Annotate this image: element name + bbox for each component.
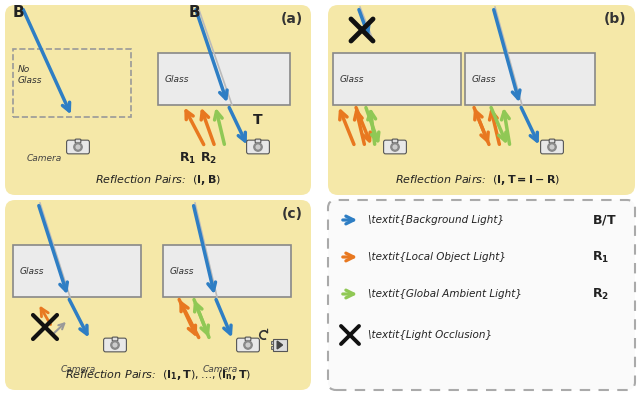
Circle shape xyxy=(390,143,399,151)
Circle shape xyxy=(244,341,252,349)
Text: Glass: Glass xyxy=(20,267,45,275)
FancyBboxPatch shape xyxy=(112,337,118,341)
Text: \textit{Local Object Light}: \textit{Local Object Light} xyxy=(368,252,506,262)
Circle shape xyxy=(245,342,251,348)
FancyBboxPatch shape xyxy=(237,338,259,352)
Text: \textit{Global Ambient Light}: \textit{Global Ambient Light} xyxy=(368,289,522,299)
FancyBboxPatch shape xyxy=(246,140,269,154)
Circle shape xyxy=(74,143,83,151)
Text: Reflection Pairs:  $(\mathbf{I_1, T}), \ldots, (\mathbf{I_n, T})$: Reflection Pairs: $(\mathbf{I_1, T}), \l… xyxy=(65,368,251,382)
FancyBboxPatch shape xyxy=(75,139,81,143)
Text: Camera: Camera xyxy=(202,365,237,374)
FancyBboxPatch shape xyxy=(67,140,90,154)
Circle shape xyxy=(255,145,260,150)
Text: Reflection Pairs:  $(\mathbf{I, B})$: Reflection Pairs: $(\mathbf{I, B})$ xyxy=(95,173,221,187)
FancyBboxPatch shape xyxy=(245,337,251,341)
Circle shape xyxy=(253,143,262,151)
Circle shape xyxy=(113,342,118,348)
FancyBboxPatch shape xyxy=(549,139,555,143)
Bar xyxy=(163,245,291,297)
Text: (a): (a) xyxy=(281,12,303,26)
Text: Glass: Glass xyxy=(472,75,497,83)
Text: $\mathbf{B}$: $\mathbf{B}$ xyxy=(12,4,24,20)
FancyBboxPatch shape xyxy=(5,5,311,195)
FancyBboxPatch shape xyxy=(255,139,261,143)
Text: \textit{Light Occlusion}: \textit{Light Occlusion} xyxy=(368,330,492,340)
Text: (c): (c) xyxy=(282,207,303,221)
Text: $\mathbf{R_2}$: $\mathbf{R_2}$ xyxy=(200,151,218,166)
Circle shape xyxy=(549,145,555,150)
Bar xyxy=(273,339,287,351)
FancyBboxPatch shape xyxy=(328,200,635,390)
Bar xyxy=(13,49,131,117)
Bar xyxy=(271,340,273,344)
Text: (b): (b) xyxy=(604,12,626,26)
Text: $\mathbf{R_1}$: $\mathbf{R_1}$ xyxy=(179,151,196,166)
Text: Camera: Camera xyxy=(26,154,61,163)
Text: Reflection Pairs:  $(\mathbf{I, T = I - R})$: Reflection Pairs: $(\mathbf{I, T = I - R… xyxy=(396,173,561,187)
Text: $\mathbf{R_2}$: $\mathbf{R_2}$ xyxy=(592,286,609,301)
Text: Glass: Glass xyxy=(170,267,195,275)
Bar xyxy=(333,53,461,105)
Circle shape xyxy=(548,143,556,151)
Bar xyxy=(158,53,290,105)
Polygon shape xyxy=(277,341,282,349)
Text: \textit{Background Light}: \textit{Background Light} xyxy=(368,215,504,225)
Bar xyxy=(271,346,273,350)
Text: $\mathbf{T}$: $\mathbf{T}$ xyxy=(252,113,264,127)
Circle shape xyxy=(76,145,81,150)
Text: Glass: Glass xyxy=(165,75,189,83)
Text: Glass: Glass xyxy=(340,75,365,83)
FancyBboxPatch shape xyxy=(5,200,311,390)
Text: $\mathbf{B}$: $\mathbf{B}$ xyxy=(188,4,200,20)
Circle shape xyxy=(392,145,397,150)
FancyBboxPatch shape xyxy=(383,140,406,154)
FancyBboxPatch shape xyxy=(104,338,127,352)
Bar xyxy=(13,245,141,297)
Text: Camera: Camera xyxy=(60,365,95,374)
Text: $\mathbf{B/T}$: $\mathbf{B/T}$ xyxy=(592,213,616,227)
Text: No
Glass: No Glass xyxy=(18,65,42,85)
FancyBboxPatch shape xyxy=(328,5,635,195)
Text: $\mathbf{R_1}$: $\mathbf{R_1}$ xyxy=(592,250,609,265)
Bar xyxy=(465,53,595,105)
Circle shape xyxy=(111,341,119,349)
FancyBboxPatch shape xyxy=(541,140,563,154)
FancyBboxPatch shape xyxy=(392,139,398,143)
